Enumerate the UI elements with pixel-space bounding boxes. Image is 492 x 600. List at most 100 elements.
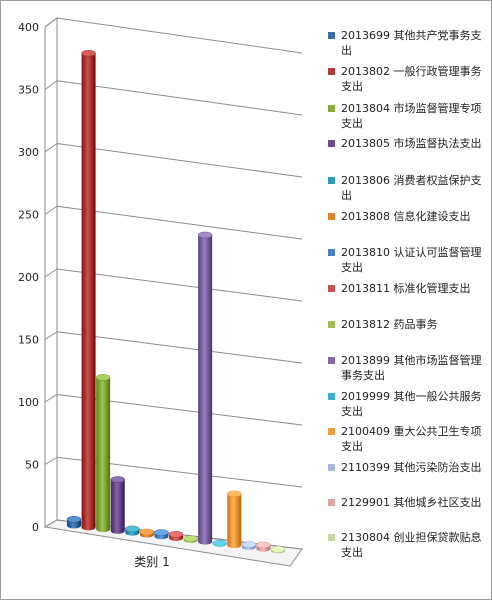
bar-body — [96, 377, 111, 533]
bar-body — [110, 479, 125, 534]
legend-label: 2013699 其他共产党事务支出 — [341, 29, 482, 57]
bar — [81, 50, 96, 531]
bar-cap — [95, 374, 111, 381]
y-tick-label: 200 — [18, 271, 39, 284]
bar-cap — [227, 490, 242, 498]
legend-swatch — [328, 213, 335, 220]
legend-swatch — [328, 140, 335, 147]
legend-item: 2100409 重大公共卫生专项支出 — [328, 424, 488, 454]
legend-swatch — [328, 357, 335, 364]
legend-item: 2013804 市场监督管理专项支出 — [328, 101, 488, 131]
bar-cap — [241, 541, 257, 548]
gridline-connector — [44, 268, 58, 278]
x-category-label: 类别 1 — [134, 555, 169, 569]
bar-cap — [256, 541, 271, 549]
bar — [95, 374, 111, 533]
bar-cap — [183, 535, 198, 542]
legend-label: 2129901 其他城乡社区支出 — [341, 496, 482, 509]
bar — [139, 528, 155, 538]
legend-swatch — [328, 68, 335, 75]
legend-swatch — [328, 105, 335, 112]
legend-label: 2110399 其他污染防治支出 — [341, 461, 482, 474]
legend-label: 2013811 标准化管理支出 — [341, 282, 471, 295]
bar-cap — [110, 476, 125, 483]
legend-item: 2013806 消费者权益保护支出 — [328, 173, 488, 203]
legend-item: 2013808 信息化建设支出 — [328, 209, 488, 224]
legend-label: 2019999 其他一般公共服务支出 — [341, 390, 482, 418]
y-tick-label: 150 — [18, 334, 39, 347]
gridline-connector — [44, 17, 58, 28]
legend-item: 2013899 其他市场监督管理事务支出 — [328, 353, 488, 383]
bar-body — [227, 493, 242, 549]
y-tick-label: 300 — [18, 146, 39, 159]
y-tick-label: 100 — [18, 396, 39, 409]
legend-item: 2013810 认证认可监督管理支出 — [328, 245, 488, 275]
legend-swatch — [328, 177, 335, 184]
gridline — [56, 17, 303, 54]
bar — [168, 531, 184, 542]
legend-label: 2013810 认证认可监督管理支出 — [341, 246, 482, 274]
legend-label: 2013805 市场监督执法支出 — [341, 137, 482, 150]
bar-cap — [270, 546, 286, 553]
legend-swatch — [328, 32, 335, 39]
legend-swatch — [328, 249, 335, 256]
bar — [241, 541, 257, 550]
legend-item: 2019999 其他一般公共服务支出 — [328, 389, 488, 419]
bar-cap — [154, 529, 169, 536]
legend-item: 2013802 一般行政管理事务支出 — [328, 64, 488, 94]
bar — [270, 546, 286, 554]
y-tick-label: 250 — [18, 209, 39, 222]
legend-label: 2100409 重大公共卫生专项支出 — [341, 425, 482, 453]
bar — [183, 535, 198, 543]
bar — [125, 525, 140, 536]
legend-swatch — [328, 428, 335, 435]
bar-body — [198, 234, 213, 545]
legend-label: 2013899 其他市场监督管理事务支出 — [341, 354, 482, 382]
legend-label: 2130804 创业担保贷款贴息支出 — [341, 531, 482, 559]
bar — [154, 529, 169, 540]
gridline — [56, 331, 303, 364]
gridline — [56, 205, 303, 240]
bar — [110, 476, 125, 534]
bar — [227, 490, 242, 549]
bar — [256, 541, 271, 552]
bar-cap — [212, 540, 227, 547]
legend-label: 2013802 一般行政管理事务支出 — [341, 65, 482, 93]
gridline-connector — [44, 143, 58, 153]
gridline-connector — [44, 456, 58, 465]
bar-cap — [168, 531, 184, 538]
legend-item: 2013699 其他共产党事务支出 — [328, 28, 488, 58]
legend-swatch — [328, 499, 335, 506]
bar-cap — [66, 516, 82, 523]
bar-cap — [81, 50, 96, 57]
legend-swatch — [328, 393, 335, 400]
gridline-connector — [44, 205, 58, 215]
legend-swatch — [328, 321, 335, 328]
legend-item: 2013805 市场监督执法支出 — [328, 136, 488, 151]
y-tick-label: 350 — [18, 84, 39, 97]
legend-label: 2013806 消费者权益保护支出 — [341, 174, 482, 202]
legend-item: 2130804 创业担保贷款贴息支出 — [328, 530, 488, 560]
legend-label: 2013812 药品事务 — [341, 318, 438, 331]
legend-label: 2013808 信息化建设支出 — [341, 210, 471, 223]
legend-item: 2013811 标准化管理支出 — [328, 281, 488, 296]
bar-cap — [125, 525, 140, 533]
bar — [197, 231, 213, 545]
legend-swatch — [328, 464, 335, 471]
legend-item: 2013812 药品事务 — [328, 317, 488, 332]
gridline-connector — [44, 394, 58, 403]
y-tick-label: 0 — [32, 521, 39, 534]
bar — [66, 516, 82, 529]
gridline-connector — [44, 80, 58, 90]
bar — [212, 540, 227, 547]
y-tick-label: 400 — [18, 21, 39, 34]
legend-item: 2110399 其他污染防治支出 — [328, 460, 488, 475]
gridline — [56, 143, 303, 178]
gridline-connector — [44, 519, 58, 528]
y-tick-label: 50 — [25, 459, 39, 472]
gridline — [56, 268, 303, 302]
legend-swatch — [328, 285, 335, 292]
legend-item: 2129901 其他城乡社区支出 — [328, 495, 488, 510]
gridline — [56, 80, 303, 116]
